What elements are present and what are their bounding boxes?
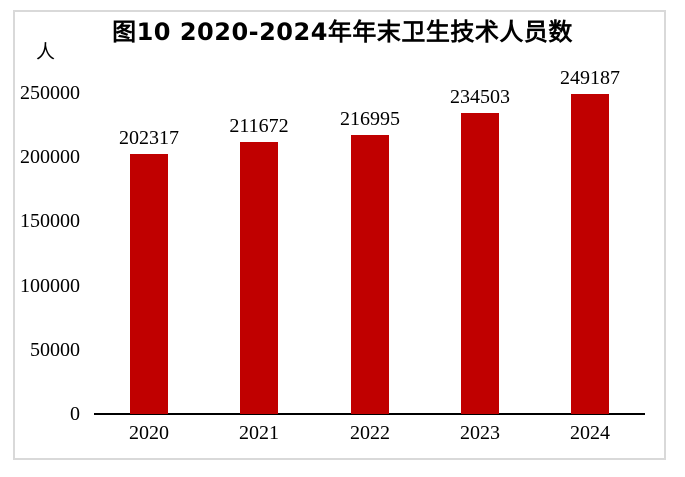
x-axis-tick-label: 2024 bbox=[570, 422, 610, 444]
chart-frame bbox=[13, 10, 666, 460]
bar-2024 bbox=[571, 94, 609, 414]
y-axis-tick-label: 150000 bbox=[20, 210, 80, 232]
x-axis-tick-label: 2021 bbox=[239, 422, 279, 444]
bar-2022 bbox=[351, 135, 389, 414]
chart-title: 图10 2020-2024年年末卫生技术人员数 bbox=[112, 18, 573, 46]
x-axis-tick-label: 2023 bbox=[460, 422, 500, 444]
bar-value-label: 202317 bbox=[119, 127, 179, 149]
bar-value-label: 216995 bbox=[340, 108, 400, 130]
x-axis-tick-label: 2020 bbox=[129, 422, 169, 444]
y-axis-tick-label: 200000 bbox=[20, 146, 80, 168]
y-axis-tick-label: 0 bbox=[70, 403, 80, 425]
bar-value-label: 249187 bbox=[560, 67, 620, 89]
y-axis-tick-label: 50000 bbox=[30, 339, 80, 361]
y-axis-tick-label: 100000 bbox=[20, 275, 80, 297]
y-axis-tick-label: 250000 bbox=[20, 82, 80, 104]
y-axis-unit-label: 人 bbox=[36, 42, 56, 63]
bar-2021 bbox=[240, 142, 278, 414]
x-axis-tick-label: 2022 bbox=[350, 422, 390, 444]
bar-2023 bbox=[461, 113, 499, 414]
bar-value-label: 234503 bbox=[450, 86, 510, 108]
x-axis-line bbox=[94, 413, 645, 415]
bar-2020 bbox=[130, 154, 168, 414]
bar-value-label: 211672 bbox=[229, 115, 289, 137]
